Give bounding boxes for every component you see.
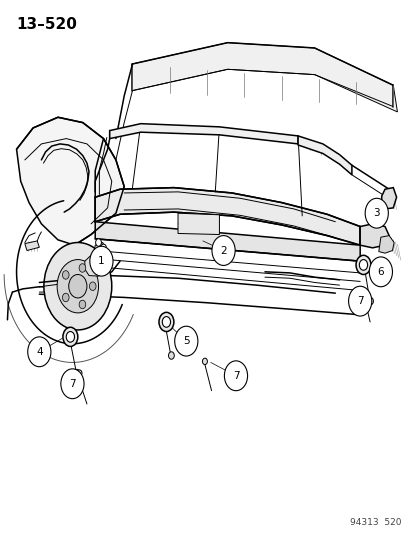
Polygon shape bbox=[381, 188, 396, 209]
Text: 94313  520: 94313 520 bbox=[349, 518, 401, 527]
Polygon shape bbox=[109, 124, 297, 144]
Circle shape bbox=[168, 352, 174, 359]
Circle shape bbox=[77, 370, 82, 376]
Circle shape bbox=[74, 369, 80, 377]
Circle shape bbox=[361, 291, 366, 297]
Circle shape bbox=[174, 326, 197, 356]
Circle shape bbox=[89, 282, 96, 290]
Circle shape bbox=[61, 369, 84, 399]
Circle shape bbox=[79, 264, 85, 272]
Circle shape bbox=[202, 358, 207, 365]
Circle shape bbox=[211, 236, 235, 265]
Circle shape bbox=[355, 255, 370, 274]
Circle shape bbox=[364, 198, 387, 228]
Polygon shape bbox=[85, 253, 107, 276]
Circle shape bbox=[367, 297, 373, 305]
Circle shape bbox=[79, 300, 85, 309]
Polygon shape bbox=[17, 117, 124, 245]
Polygon shape bbox=[359, 224, 388, 248]
Text: 7: 7 bbox=[232, 371, 239, 381]
Circle shape bbox=[90, 246, 113, 276]
Text: 5: 5 bbox=[183, 336, 189, 346]
Polygon shape bbox=[95, 222, 359, 261]
Circle shape bbox=[95, 239, 101, 246]
Circle shape bbox=[28, 337, 51, 367]
Circle shape bbox=[63, 327, 78, 346]
Circle shape bbox=[69, 274, 87, 298]
Text: 7: 7 bbox=[69, 379, 76, 389]
Polygon shape bbox=[25, 241, 39, 251]
Polygon shape bbox=[297, 136, 351, 175]
Text: 6: 6 bbox=[377, 267, 383, 277]
Circle shape bbox=[66, 332, 74, 342]
Text: 2: 2 bbox=[220, 246, 226, 255]
Polygon shape bbox=[378, 236, 393, 253]
Circle shape bbox=[44, 243, 112, 330]
Circle shape bbox=[159, 312, 173, 332]
Text: 7: 7 bbox=[356, 296, 363, 306]
Circle shape bbox=[224, 361, 247, 391]
Circle shape bbox=[62, 271, 69, 279]
Circle shape bbox=[57, 260, 98, 313]
Text: 13–520: 13–520 bbox=[17, 17, 77, 32]
Polygon shape bbox=[95, 188, 359, 245]
Polygon shape bbox=[93, 243, 107, 261]
Circle shape bbox=[162, 317, 170, 327]
Polygon shape bbox=[178, 213, 219, 235]
Circle shape bbox=[348, 286, 371, 316]
Circle shape bbox=[358, 260, 367, 270]
Circle shape bbox=[100, 244, 106, 252]
Text: 1: 1 bbox=[98, 256, 104, 266]
Circle shape bbox=[62, 293, 69, 302]
Circle shape bbox=[368, 257, 392, 287]
Text: 3: 3 bbox=[373, 208, 379, 218]
Polygon shape bbox=[132, 43, 396, 112]
Text: 4: 4 bbox=[36, 347, 43, 357]
